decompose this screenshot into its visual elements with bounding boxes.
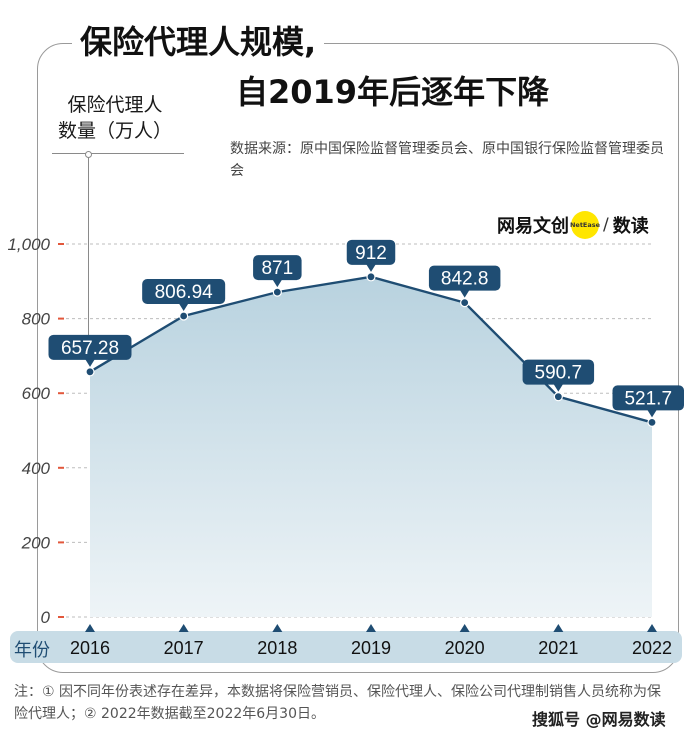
data-label: 871 [261, 258, 293, 279]
y-tick-label: 1,000 [7, 235, 50, 254]
data-label-pointer [366, 263, 376, 272]
data-label-pointer [459, 289, 470, 298]
brand-logo: 网易文创 NetEase / 数读 [497, 211, 649, 239]
data-label-box [48, 334, 132, 360]
y-axis-title-line1: 保险代理人 [67, 94, 163, 116]
x-tick-mark [178, 624, 189, 632]
brand-left-text: 网易文创 [497, 216, 569, 237]
data-label-pointer [272, 279, 283, 288]
y-tick-label: 600 [22, 384, 51, 403]
data-label: 657.28 [61, 338, 119, 359]
x-tick-mark [366, 624, 376, 632]
x-tick-label: 2016 [69, 638, 111, 658]
data-point [366, 272, 376, 282]
data-label-pointer [553, 383, 564, 392]
chart-title-line2: 自2019年后逐年下降 [228, 74, 558, 111]
x-tick-label: 2022 [631, 638, 673, 658]
y-tick-label: 0 [41, 608, 51, 627]
chart-frame [37, 43, 679, 673]
y-axis-title-leader [88, 157, 89, 357]
data-label-box [428, 265, 501, 291]
x-tick-label: 2020 [444, 638, 485, 658]
data-point [460, 298, 470, 308]
y-tick-label: 200 [21, 533, 51, 552]
data-label-pointer [178, 303, 189, 312]
data-label-box [612, 385, 684, 411]
data-point [179, 311, 189, 321]
x-tick-mark [647, 624, 657, 632]
y-axis-title-line2: 数量（万人） [57, 119, 172, 142]
brand-slash: / [603, 215, 609, 235]
brand-right-text: 数读 [612, 216, 649, 237]
data-source: 数据来源：原中国保险监督管理委员会、原中国银行保险监督管理委员会 [230, 141, 664, 179]
data-label-pointer [647, 409, 657, 418]
watermark: 搜狐号 @网易数读 [532, 710, 666, 729]
data-point [85, 367, 95, 377]
data-label-box [522, 359, 595, 385]
data-label-box [142, 279, 226, 305]
data-label: 806.94 [155, 282, 214, 303]
brand-badge: NetEase [570, 211, 600, 239]
y-tick-label: 800 [22, 310, 51, 329]
data-label-pointer [85, 358, 95, 367]
x-axis-label: 年份 [14, 640, 50, 661]
data-label: 521.7 [624, 388, 672, 409]
data-point [272, 287, 282, 297]
data-label: 590.7 [535, 363, 583, 384]
y-axis-title-rule [52, 153, 184, 154]
x-axis-bar [10, 631, 682, 663]
x-tick-mark [85, 624, 95, 632]
x-tick-label: 2021 [538, 638, 579, 658]
area-fill [90, 276, 652, 617]
data-point [647, 417, 657, 428]
chart-title-line1: 保险代理人规模, [72, 24, 325, 61]
x-tick-mark [272, 624, 283, 632]
data-point [553, 392, 563, 402]
x-tick-label: 2019 [350, 638, 392, 658]
x-tick-mark [553, 624, 564, 632]
y-tick-label: 400 [22, 459, 51, 478]
y-axis-title: 保险代理人 数量（万人） [44, 93, 186, 144]
x-tick-label: 2017 [163, 638, 204, 658]
data-label-box [253, 255, 302, 281]
data-label-box [346, 239, 396, 265]
x-tick-mark [459, 624, 470, 632]
y-axis-title-dot [85, 151, 92, 158]
data-label: 842.8 [441, 269, 489, 290]
footnote: 注：① 因不同年份表述存在差异，本数据将保险营销员、保险代理人、保险公司代理制销… [14, 684, 661, 722]
x-tick-label: 2018 [257, 638, 298, 658]
data-label: 912 [355, 243, 387, 264]
